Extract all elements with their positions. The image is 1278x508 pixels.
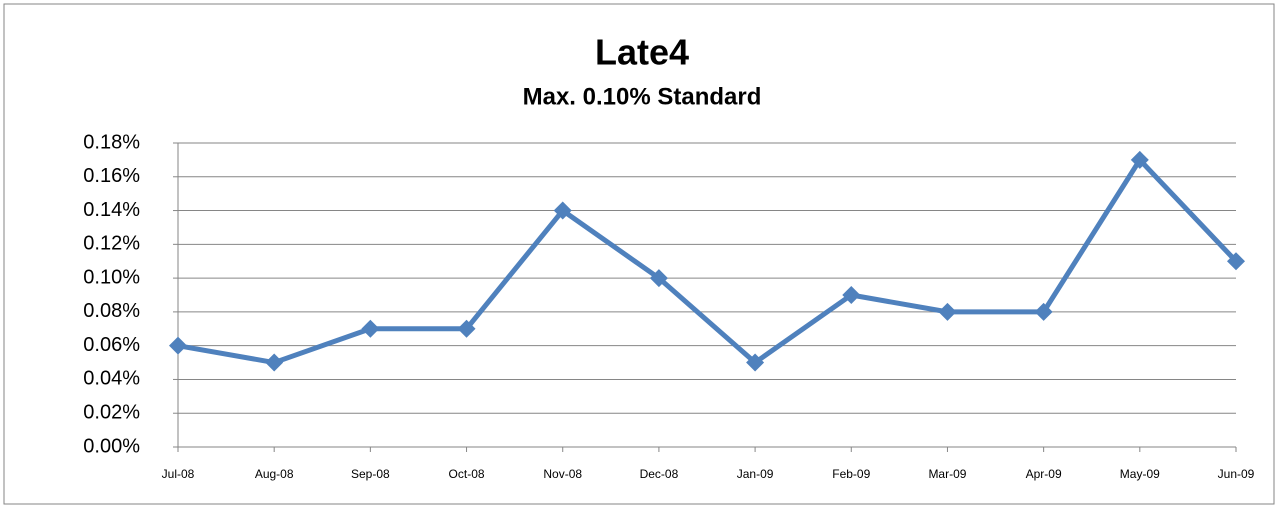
- data-point: [649, 269, 668, 288]
- data-point: [553, 201, 572, 220]
- y-tick-label: 0.04%: [83, 368, 140, 390]
- data-point: [265, 353, 284, 372]
- data-point: [361, 319, 380, 338]
- y-tick-label: 0.14%: [83, 199, 140, 221]
- x-tick-label: Mar-09: [928, 467, 966, 481]
- data-point: [457, 319, 476, 338]
- y-tick-label: 0.18%: [83, 131, 140, 153]
- x-tick-label: Nov-08: [543, 467, 582, 481]
- data-point: [746, 353, 765, 372]
- chart-border: [3, 3, 1275, 505]
- chart-title: Late4: [595, 32, 689, 73]
- chart-subtitle: Max. 0.10% Standard: [523, 83, 762, 110]
- data-point: [1130, 150, 1149, 169]
- y-tick-label: 0.06%: [83, 334, 140, 356]
- x-tick-label: Apr-09: [1026, 467, 1062, 481]
- data-point: [938, 302, 957, 321]
- y-tick-label: 0.00%: [83, 435, 140, 457]
- data-point: [1034, 302, 1053, 321]
- x-tick-label: Aug-08: [255, 467, 294, 481]
- series-line: [177, 157, 1238, 366]
- x-tick-label: Jul-08: [162, 467, 195, 481]
- data-point: [1227, 252, 1245, 271]
- x-tick-label: Jun-09: [1218, 467, 1255, 481]
- y-tick-label: 0.16%: [83, 165, 140, 187]
- y-tick-label: 0.08%: [83, 300, 140, 322]
- x-tick-label: Dec-08: [640, 467, 679, 481]
- y-tick-label: 0.12%: [83, 233, 140, 255]
- y-tick-label: 0.10%: [83, 266, 140, 288]
- x-tick-label: Feb-09: [832, 467, 870, 481]
- x-tick-label: Oct-08: [449, 467, 485, 481]
- x-tick-label: May-09: [1120, 467, 1160, 481]
- data-point: [842, 286, 861, 304]
- y-tick-label: 0.02%: [83, 402, 140, 424]
- x-tick-label: Sep-08: [351, 467, 390, 481]
- data-point: [169, 336, 187, 355]
- x-tick-label: Jan-09: [737, 467, 774, 481]
